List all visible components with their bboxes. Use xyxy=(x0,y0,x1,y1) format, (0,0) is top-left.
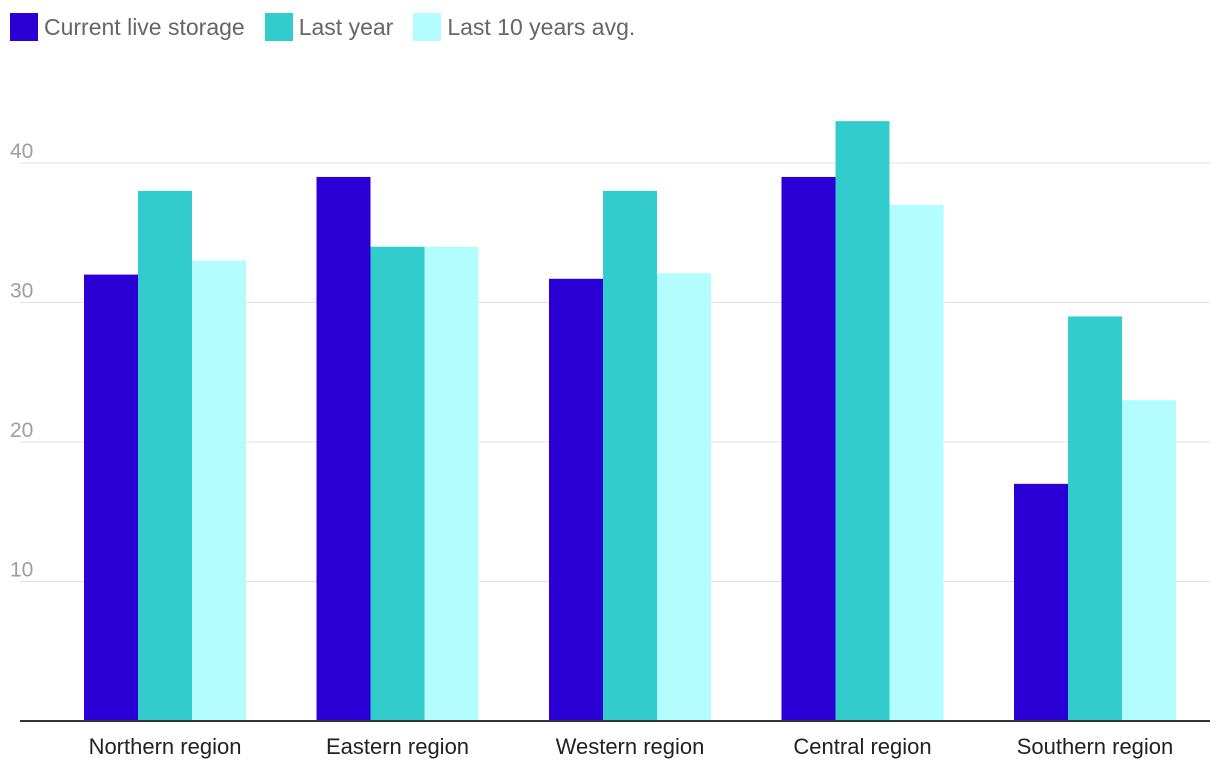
x-category-label: Central region xyxy=(793,734,931,759)
bar-last-year-southern-region xyxy=(1068,316,1122,721)
legend-item-current-live-storage: Current live storage xyxy=(10,13,245,41)
y-tick-label: 10 xyxy=(10,559,33,582)
bar-last-10-years-avg-western-region xyxy=(657,273,711,721)
bar-current-live-storage-central-region xyxy=(781,176,836,721)
x-category-label: Northern region xyxy=(89,734,242,759)
y-tick-label: 40 xyxy=(10,140,33,163)
y-tick-label: 20 xyxy=(10,419,33,442)
bar-last-year-western-region xyxy=(603,190,657,721)
x-category-label: Western region xyxy=(556,734,705,759)
bar-current-live-storage-eastern-region xyxy=(316,176,371,721)
bar-current-live-storage-western-region xyxy=(549,278,603,721)
bar-last-10-years-avg-southern-region xyxy=(1122,400,1176,721)
legend-label-last-10-years-avg: Last 10 years avg. xyxy=(447,13,636,40)
bar-last-year-northern-region xyxy=(138,190,192,721)
legend-item-last-10-years-avg: Last 10 years avg. xyxy=(413,13,635,41)
bar-current-live-storage-northern-region xyxy=(84,274,138,721)
legend-item-last-year: Last year xyxy=(264,13,394,41)
bar-last-10-years-avg-northern-region xyxy=(192,260,246,721)
legend-swatch-current-live-storage xyxy=(10,13,38,41)
legend-label-current-live-storage: Current live storage xyxy=(44,13,245,40)
legend-swatch-last-year xyxy=(264,13,293,41)
x-category-label: Eastern region xyxy=(326,734,469,759)
bar-current-live-storage-southern-region xyxy=(1014,483,1068,721)
x-category-label: Southern region xyxy=(1017,734,1174,759)
bar-last-10-years-avg-central-region xyxy=(889,204,944,722)
y-tick-label: 30 xyxy=(10,280,33,303)
legend-label-last-year: Last year xyxy=(298,13,394,40)
legend: Current live storage Last year Last 10 y… xyxy=(10,12,655,42)
bar-last-10-years-avg-eastern-region xyxy=(424,246,479,721)
bar-last-year-eastern-region xyxy=(370,246,425,721)
legend-swatch-last-10-years-avg xyxy=(413,13,442,41)
bar-last-year-central-region xyxy=(835,121,890,721)
